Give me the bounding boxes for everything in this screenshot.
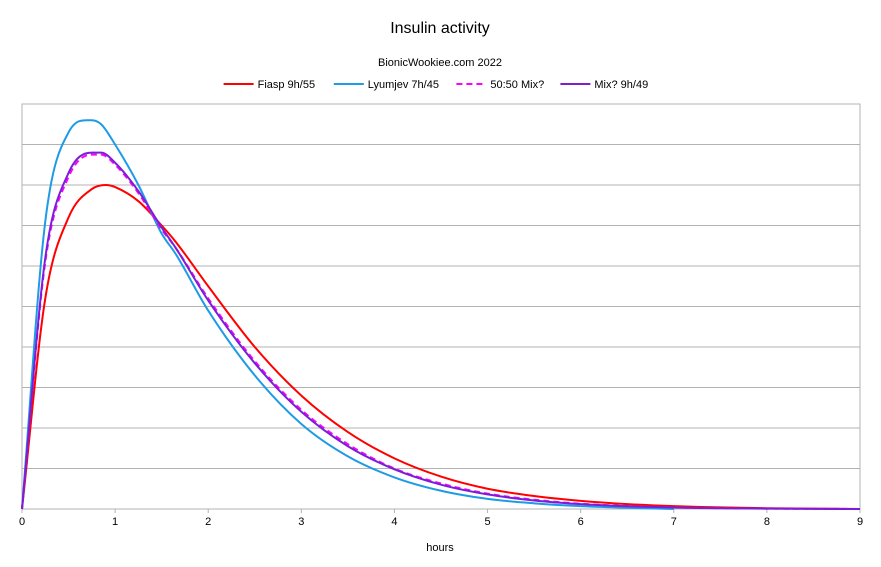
x-tick-label-2: 2 xyxy=(205,516,211,528)
legend-label-3: 50:50 Mix? xyxy=(490,79,544,91)
legend-label-1: Fiasp 9h/55 xyxy=(258,79,315,91)
series-line-3 xyxy=(21,153,861,510)
legend-label-4: Mix? 9h/49 xyxy=(594,79,648,91)
x-tick-label-5: 5 xyxy=(484,516,490,528)
x-tick-label-9: 9 xyxy=(857,516,863,528)
x-tick-label-7: 7 xyxy=(671,516,677,528)
x-tick-label-1: 1 xyxy=(112,516,118,528)
x-tick-label-3: 3 xyxy=(298,516,304,528)
series-line-1 xyxy=(21,184,861,510)
chart-title: Insulin activity xyxy=(390,20,490,37)
legend: Fiasp 9h/55 Lyumjev 7h/45 50:50 Mix? Mix? 9… xyxy=(223,79,648,91)
series-line-4 xyxy=(21,151,861,510)
series-lines xyxy=(21,119,861,510)
legend-label-2: Lyumjev 7h/45 xyxy=(368,79,439,91)
chart-subtitle: BionicWookiee.com 2022 xyxy=(378,57,502,69)
x-axis-label: hours xyxy=(426,542,454,554)
x-tick-label-6: 6 xyxy=(578,516,584,528)
x-tick-label-8: 8 xyxy=(764,516,770,528)
x-tick-label-4: 4 xyxy=(391,516,397,528)
x-tick-label-0: 0 xyxy=(19,516,25,528)
x-axis-ticks: 0 1 2 3 4 5 6 7 8 9 xyxy=(19,509,863,528)
series-line-2 xyxy=(21,119,674,510)
gridlines xyxy=(22,103,860,510)
plot-area-frame xyxy=(21,103,861,510)
